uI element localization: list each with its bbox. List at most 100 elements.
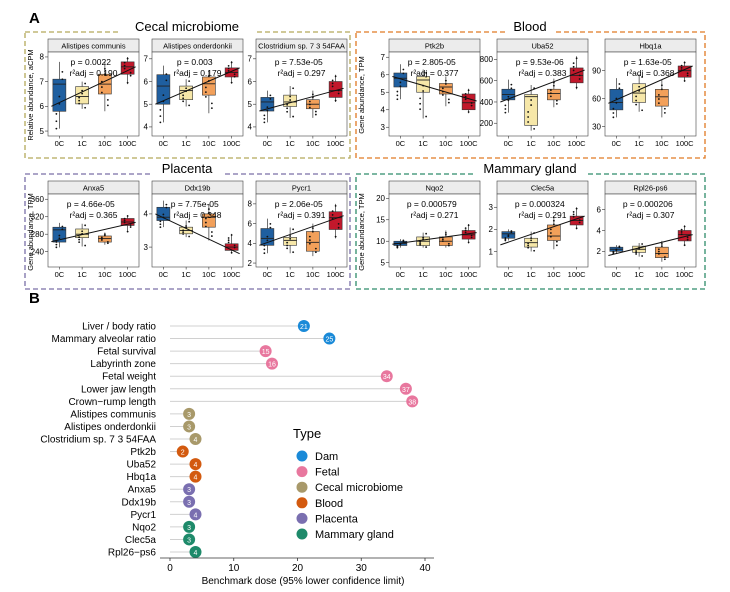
x-tick-label: 10C [439, 270, 453, 279]
data-point [464, 227, 467, 230]
y-tick-label: 800 [480, 55, 494, 64]
data-point [263, 244, 266, 247]
y-tick-label: 6 [248, 77, 253, 86]
data-point [204, 217, 207, 220]
data-point [61, 228, 64, 231]
data-point [185, 225, 188, 227]
r2-value: r²adj = 0.190 [70, 68, 118, 78]
data-point [286, 244, 289, 247]
data-point [162, 213, 165, 216]
data-point [311, 227, 314, 230]
lollipop-dot [259, 345, 272, 358]
data-point [289, 95, 292, 98]
y-tick-label: 320 [31, 213, 45, 222]
box-panel: Nqo2 5 10 15 20 0C 1C 10C 100C p = 0.000579r²adj … [376, 180, 481, 279]
dot-label: 4 [194, 462, 198, 469]
data-point [467, 241, 470, 244]
data-point [635, 250, 638, 252]
data-point [269, 226, 272, 229]
panel-title: Pycr1 [292, 184, 311, 193]
data-point [618, 245, 621, 248]
data-point [331, 85, 334, 88]
x-tick-label: 100C [223, 139, 242, 148]
x-tick-label: 0 [167, 563, 173, 574]
y-tick-label: 6 [381, 71, 386, 80]
y-tick-label: 3 [489, 203, 494, 212]
y-tick-label: 4 [144, 123, 149, 132]
data-point [425, 115, 428, 118]
box [52, 78, 67, 112]
box-panel: Anxa5 240 280 320 360 0C 1C 10C 100C p = 4.66e-05… [31, 180, 140, 279]
data-point [227, 67, 230, 70]
x-tick-label: 0C [396, 270, 406, 279]
y-tick-label: 3 [144, 243, 149, 252]
data-point [464, 92, 467, 95]
data-point [314, 113, 317, 116]
group-y-label: Gene abundance, TPM [357, 193, 366, 270]
data-point [527, 242, 530, 245]
x-tick-label: 10C [306, 139, 320, 148]
data-point [470, 234, 473, 237]
data-point [233, 246, 236, 249]
data-point [504, 237, 507, 239]
data-point [185, 87, 188, 90]
data-point [292, 228, 295, 231]
data-point [396, 98, 399, 101]
data-point [578, 74, 581, 77]
x-tick-label: 10C [202, 270, 216, 279]
p-value: p = 0.000324 [515, 199, 565, 209]
data-point [657, 98, 660, 100]
panel-title: Clec5a [531, 184, 555, 193]
data-point [572, 69, 575, 72]
data-point [182, 229, 185, 232]
x-tick-label: 10C [655, 139, 669, 148]
row-label: Rpl26−ps6 [108, 548, 157, 559]
data-point [441, 94, 444, 96]
data-point [289, 235, 292, 237]
data-point [106, 104, 109, 107]
x-tick-label: 40 [419, 563, 431, 574]
x-tick-label: 0C [55, 139, 65, 148]
row-label: Clostridium sp. 7 3 54FAA [40, 435, 156, 446]
data-point [530, 99, 533, 101]
box [461, 93, 476, 111]
data-point [441, 240, 444, 243]
dot-label: 3 [187, 537, 191, 544]
data-point [263, 121, 266, 124]
legend-swatch [296, 450, 308, 462]
data-point [612, 112, 615, 114]
row-label: Fetal survival [97, 347, 156, 358]
trend-line [392, 76, 477, 102]
data-point [314, 247, 317, 250]
x-tick-label: 10C [306, 270, 320, 279]
legend-label: Blood [315, 498, 343, 510]
data-point [680, 67, 683, 69]
data-point [84, 244, 87, 247]
x-tick-label: 0C [396, 139, 406, 148]
data-point [419, 102, 422, 105]
y-tick-label: 7 [144, 55, 149, 64]
y-tick-label: 6 [40, 102, 45, 111]
data-point [549, 228, 552, 231]
data-point [188, 220, 191, 223]
box [677, 230, 692, 242]
data-point [210, 231, 213, 233]
data-point [402, 239, 405, 242]
data-point [286, 103, 289, 106]
data-point [680, 233, 683, 236]
data-point [308, 100, 311, 103]
data-point [159, 121, 162, 124]
data-point [269, 94, 272, 97]
r2-value: r²adj = 0.297 [278, 68, 326, 78]
data-point [572, 213, 575, 216]
data-point [126, 230, 129, 233]
data-point [188, 235, 191, 238]
data-point [61, 78, 64, 81]
data-point [292, 115, 295, 118]
row-label: Lower jaw length [81, 384, 156, 395]
lollipop-dot [183, 533, 196, 546]
data-point [126, 57, 129, 60]
